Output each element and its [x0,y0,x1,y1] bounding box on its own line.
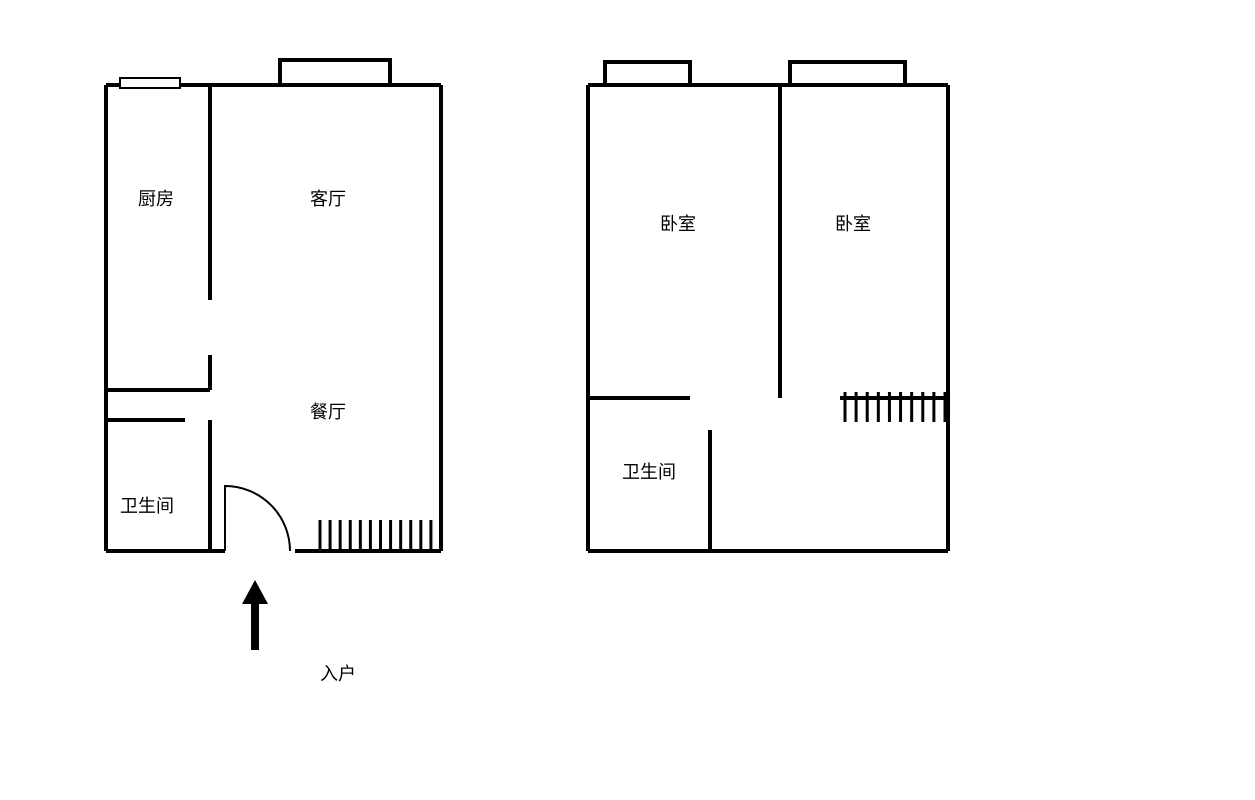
bathroom-right-label: 卫生间 [622,458,676,484]
dining-room-label: 餐厅 [310,398,346,424]
bedroom-right-label: 卧室 [835,210,871,236]
entrance-label: 入户 [320,660,356,686]
kitchen-label: 厨房 [138,185,174,211]
bathroom-left-label: 卫生间 [120,492,174,518]
bedroom-left-label: 卧室 [660,210,696,236]
floorplan-diagram [0,0,1255,800]
living-room-label: 客厅 [310,185,346,211]
